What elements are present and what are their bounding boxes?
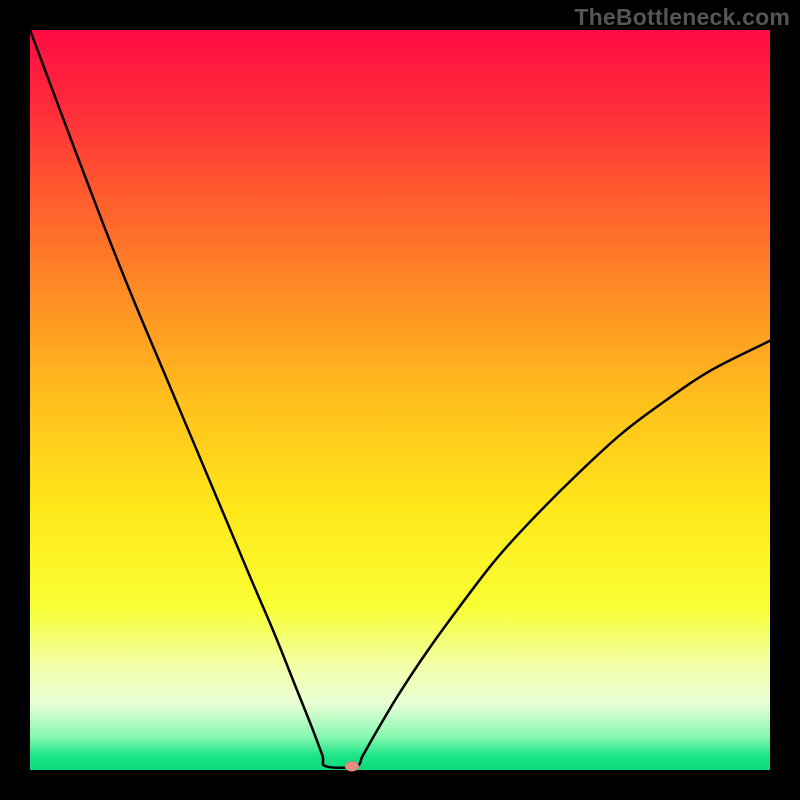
chart-background	[30, 30, 770, 770]
watermark-label: TheBottleneck.com	[574, 4, 790, 31]
optimal-marker	[345, 761, 359, 771]
bottleneck-chart	[0, 0, 800, 800]
